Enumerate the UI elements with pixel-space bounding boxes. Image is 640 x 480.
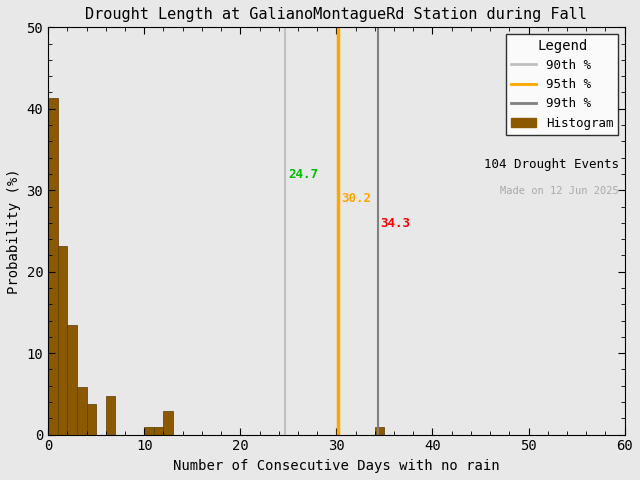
Bar (67, 324, 77, 434)
Text: 34.3: 34.3 (381, 217, 411, 230)
Bar (106, 396, 115, 434)
Bar (48, 98, 58, 434)
Y-axis label: Probability (%): Probability (%) (7, 168, 21, 294)
Bar (144, 427, 154, 434)
Bar (154, 427, 163, 434)
Legend: 90th %, 95th %, 99th %, Histogram: 90th %, 95th %, 99th %, Histogram (506, 34, 618, 134)
Bar (58, 246, 67, 434)
Bar (163, 411, 173, 434)
Text: 104 Drought Events: 104 Drought Events (484, 157, 619, 170)
Bar (375, 427, 385, 434)
Bar (77, 387, 86, 434)
Bar (86, 404, 96, 434)
Text: 24.7: 24.7 (289, 168, 318, 181)
Text: 30.2: 30.2 (341, 192, 371, 205)
X-axis label: Number of Consecutive Days with no rain: Number of Consecutive Days with no rain (173, 459, 500, 473)
Title: Drought Length at GalianoMontagueRd Station during Fall: Drought Length at GalianoMontagueRd Stat… (86, 7, 588, 22)
Text: Made on 12 Jun 2025: Made on 12 Jun 2025 (500, 186, 619, 196)
